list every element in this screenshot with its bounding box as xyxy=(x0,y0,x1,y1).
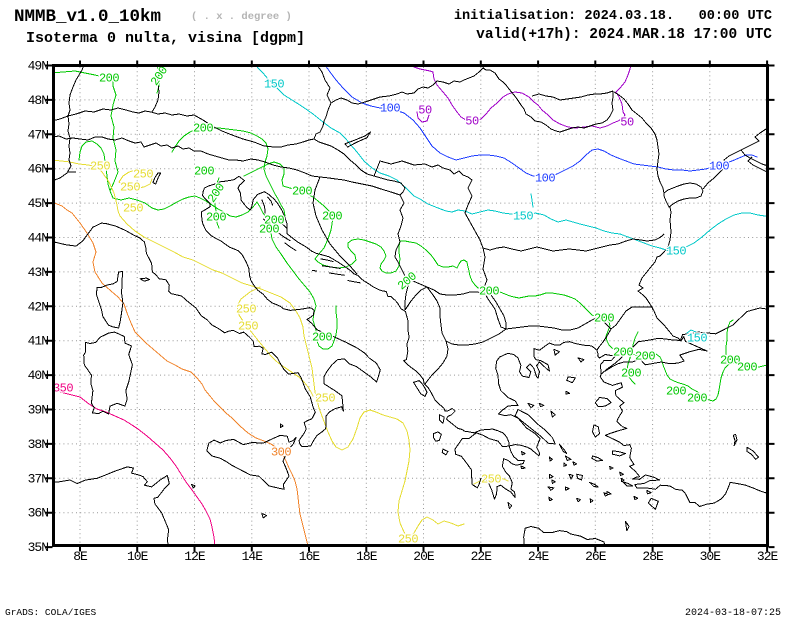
svg-text:GrADS: COLA/IGES: GrADS: COLA/IGES xyxy=(5,607,97,618)
svg-text:48N: 48N xyxy=(28,93,49,108)
svg-text:200: 200 xyxy=(666,385,686,399)
svg-text:50: 50 xyxy=(418,104,432,118)
svg-text:50: 50 xyxy=(465,115,479,129)
svg-text:38N: 38N xyxy=(28,437,49,452)
svg-text:50: 50 xyxy=(620,116,634,130)
svg-text:150: 150 xyxy=(513,210,533,224)
svg-text:200: 200 xyxy=(206,211,226,225)
svg-text:200: 200 xyxy=(292,185,312,199)
svg-text:100: 100 xyxy=(380,102,400,116)
svg-text:200: 200 xyxy=(737,361,757,375)
svg-text:initialisation: 2024.03.18.: initialisation: 2024.03.18. 00:00 UTC xyxy=(454,9,772,24)
svg-text:200: 200 xyxy=(259,223,279,237)
svg-text:40N: 40N xyxy=(28,368,49,383)
svg-text:250: 250 xyxy=(315,392,335,406)
svg-text:250: 250 xyxy=(398,533,418,547)
svg-text:250: 250 xyxy=(133,168,153,182)
svg-text:200: 200 xyxy=(479,285,499,299)
svg-text:200: 200 xyxy=(194,165,214,179)
svg-text:200: 200 xyxy=(264,214,284,228)
svg-text:300: 300 xyxy=(271,446,291,460)
svg-text:200: 200 xyxy=(687,392,707,406)
svg-text:100: 100 xyxy=(709,160,729,174)
svg-text:44N: 44N xyxy=(28,231,49,246)
svg-text:42N: 42N xyxy=(28,299,49,314)
svg-text:150: 150 xyxy=(687,332,707,346)
svg-text:250: 250 xyxy=(123,202,143,216)
svg-text:39N: 39N xyxy=(28,403,49,418)
svg-text:200: 200 xyxy=(720,354,740,368)
svg-text:18E: 18E xyxy=(356,549,378,564)
svg-text:valid(+17h): 2024.MAR.18 17:00: valid(+17h): 2024.MAR.18 17:00 UTC xyxy=(476,27,772,43)
svg-text:2024-03-18-07:25: 2024-03-18-07:25 xyxy=(685,608,781,618)
svg-text:200: 200 xyxy=(613,346,633,360)
svg-text:200: 200 xyxy=(635,350,655,364)
svg-text:150: 150 xyxy=(264,78,284,92)
svg-text:47N: 47N xyxy=(28,127,49,142)
svg-text:10E: 10E xyxy=(127,549,149,564)
svg-text:35N: 35N xyxy=(28,540,49,555)
svg-text:200: 200 xyxy=(99,72,119,86)
svg-text:43N: 43N xyxy=(28,265,49,280)
svg-text:200: 200 xyxy=(312,331,332,345)
svg-text:250: 250 xyxy=(238,320,258,334)
svg-text:250: 250 xyxy=(236,303,256,317)
svg-text:250: 250 xyxy=(90,160,110,174)
svg-text:37N: 37N xyxy=(28,471,49,486)
svg-text:200: 200 xyxy=(322,210,342,224)
svg-text:14E: 14E xyxy=(242,549,264,564)
svg-text:24E: 24E xyxy=(528,549,550,564)
svg-text:12E: 12E xyxy=(184,549,206,564)
svg-text:41N: 41N xyxy=(28,334,49,349)
svg-text:100: 100 xyxy=(535,172,555,186)
svg-text:45N: 45N xyxy=(28,196,49,211)
svg-text:22E: 22E xyxy=(471,549,493,564)
svg-text:30E: 30E xyxy=(700,549,722,564)
svg-text:46N: 46N xyxy=(28,162,49,177)
svg-text:28E: 28E xyxy=(642,549,664,564)
svg-text:200: 200 xyxy=(594,312,614,326)
svg-text:200: 200 xyxy=(193,122,213,136)
svg-text:36N: 36N xyxy=(28,506,49,521)
svg-text:16E: 16E xyxy=(299,549,321,564)
svg-text:( . x . degree ): ( . x . degree ) xyxy=(191,11,292,23)
svg-text:350: 350 xyxy=(53,382,73,396)
svg-text:250: 250 xyxy=(481,473,501,487)
svg-text:32E: 32E xyxy=(757,549,779,564)
svg-text:8E: 8E xyxy=(73,549,88,564)
svg-text:49N: 49N xyxy=(28,59,49,74)
svg-text:Isoterma 0 nulta, visina [dgpm: Isoterma 0 nulta, visina [dgpm] xyxy=(26,30,305,47)
svg-text:20E: 20E xyxy=(413,549,435,564)
svg-text:150: 150 xyxy=(666,245,686,259)
svg-text:250: 250 xyxy=(120,181,140,195)
svg-text:200: 200 xyxy=(621,367,641,381)
svg-text:NMMB_v1.0_10km: NMMB_v1.0_10km xyxy=(14,7,161,27)
svg-text:26E: 26E xyxy=(585,549,607,564)
